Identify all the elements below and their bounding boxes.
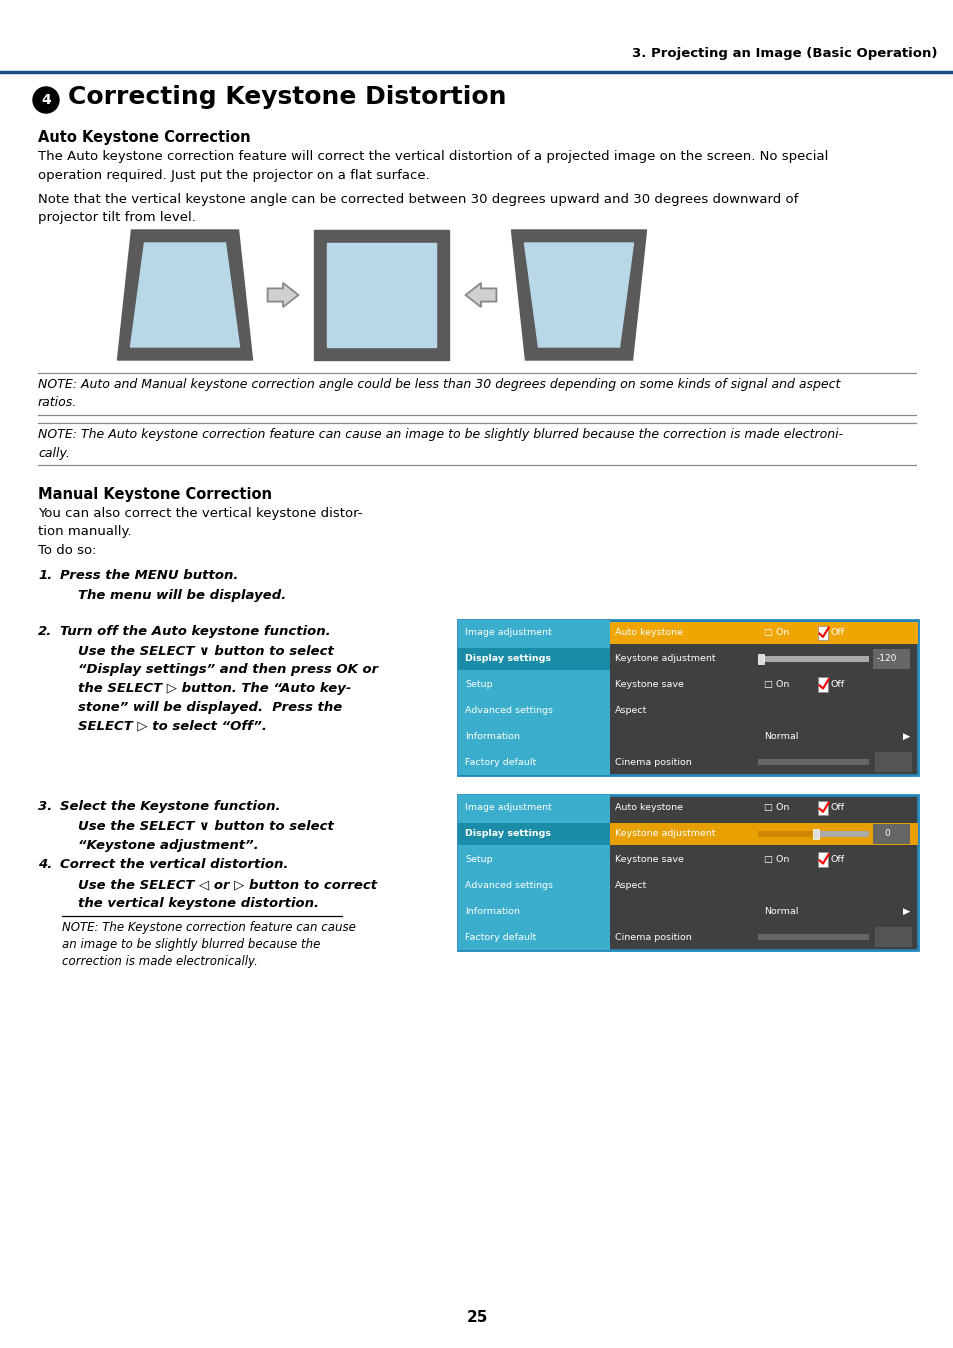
Text: ▶: ▶ — [902, 907, 909, 915]
FancyBboxPatch shape — [818, 625, 827, 640]
Text: Turn off the Auto keystone function.: Turn off the Auto keystone function. — [60, 625, 331, 638]
FancyBboxPatch shape — [609, 822, 917, 845]
Text: Off: Off — [829, 628, 843, 638]
Text: Display settings: Display settings — [464, 829, 551, 838]
Text: The menu will be displayed.: The menu will be displayed. — [78, 589, 286, 603]
Text: Image adjustment: Image adjustment — [464, 803, 551, 813]
Text: NOTE: Auto and Manual keystone correction angle could be less than 30 degrees de: NOTE: Auto and Manual keystone correctio… — [38, 377, 840, 410]
FancyBboxPatch shape — [609, 621, 917, 644]
Text: Aspect: Aspect — [615, 880, 647, 890]
FancyBboxPatch shape — [757, 934, 868, 940]
Text: 4: 4 — [41, 93, 51, 106]
Text: Information: Information — [464, 907, 519, 915]
Text: Keystone save: Keystone save — [615, 681, 683, 689]
Polygon shape — [117, 231, 253, 360]
Text: Auto keystone: Auto keystone — [615, 628, 682, 638]
Text: ▶: ▶ — [902, 732, 909, 741]
FancyBboxPatch shape — [812, 829, 819, 838]
FancyBboxPatch shape — [818, 678, 827, 692]
FancyBboxPatch shape — [757, 654, 763, 663]
FancyBboxPatch shape — [457, 620, 609, 775]
Text: Normal: Normal — [763, 907, 798, 915]
Polygon shape — [524, 243, 633, 346]
Text: 1.: 1. — [38, 569, 52, 582]
Text: Correcting Keystone Distortion: Correcting Keystone Distortion — [68, 85, 506, 109]
Text: NOTE: The Auto keystone correction feature can cause an image to be slightly blu: NOTE: The Auto keystone correction featu… — [38, 429, 842, 460]
Text: Use the SELECT ◁ or ▷ button to correct
the vertical keystone distortion.: Use the SELECT ◁ or ▷ button to correct … — [78, 878, 376, 910]
Text: -120: -120 — [876, 654, 897, 663]
Text: Use the SELECT ∨ button to select
“Display settings” and then press OK or
the SE: Use the SELECT ∨ button to select “Displ… — [78, 644, 377, 732]
FancyBboxPatch shape — [874, 752, 911, 772]
FancyBboxPatch shape — [457, 822, 609, 845]
Text: 3. Projecting an Image (Basic Operation): 3. Projecting an Image (Basic Operation) — [632, 47, 937, 61]
Text: Auto keystone: Auto keystone — [615, 803, 682, 813]
Text: Image adjustment: Image adjustment — [464, 628, 551, 638]
Text: The Auto keystone correction feature will correct the vertical distortion of a p: The Auto keystone correction feature wil… — [38, 150, 827, 182]
FancyBboxPatch shape — [818, 852, 827, 867]
FancyBboxPatch shape — [757, 830, 868, 837]
Text: Aspect: Aspect — [615, 706, 647, 714]
FancyBboxPatch shape — [757, 655, 868, 662]
Polygon shape — [131, 243, 239, 346]
Text: □ On: □ On — [763, 628, 788, 638]
Text: Use the SELECT ∨ button to select
“Keystone adjustment”.: Use the SELECT ∨ button to select “Keyst… — [78, 820, 334, 852]
Text: 0: 0 — [883, 829, 889, 838]
Text: Factory default: Factory default — [464, 933, 536, 942]
Text: Advanced settings: Advanced settings — [464, 706, 553, 714]
Text: Press the MENU button.: Press the MENU button. — [60, 569, 238, 582]
Text: □ On: □ On — [763, 855, 788, 864]
FancyBboxPatch shape — [872, 648, 909, 669]
FancyBboxPatch shape — [457, 620, 917, 775]
Text: 3.: 3. — [38, 799, 52, 813]
Text: Correct the vertical distortion.: Correct the vertical distortion. — [60, 857, 288, 871]
Text: Select the Keystone function.: Select the Keystone function. — [60, 799, 280, 813]
Text: Keystone save: Keystone save — [615, 855, 683, 864]
FancyBboxPatch shape — [457, 795, 917, 950]
Polygon shape — [314, 231, 449, 360]
Circle shape — [33, 88, 59, 113]
Polygon shape — [465, 283, 496, 307]
Text: NOTE: The Keystone correction feature can cause
an image to be slightly blurred : NOTE: The Keystone correction feature ca… — [62, 921, 355, 968]
Polygon shape — [511, 231, 646, 360]
Text: Setup: Setup — [464, 855, 492, 864]
FancyBboxPatch shape — [757, 830, 818, 837]
Text: Auto Keystone Correction: Auto Keystone Correction — [38, 129, 251, 146]
Text: Normal: Normal — [763, 732, 798, 741]
Text: Manual Keystone Correction: Manual Keystone Correction — [38, 487, 272, 501]
Text: Off: Off — [829, 855, 843, 864]
Text: Display settings: Display settings — [464, 654, 551, 663]
Text: 4.: 4. — [38, 857, 52, 871]
FancyBboxPatch shape — [818, 801, 827, 816]
Text: Cinema position: Cinema position — [615, 758, 691, 767]
Text: Keystone adjustment: Keystone adjustment — [615, 829, 715, 838]
FancyBboxPatch shape — [874, 927, 911, 946]
Text: Off: Off — [829, 803, 843, 813]
Text: You can also correct the vertical keystone distor-
tion manually.
To do so:: You can also correct the vertical keysto… — [38, 507, 362, 557]
Text: Factory default: Factory default — [464, 758, 536, 767]
Polygon shape — [268, 283, 298, 307]
Text: □ On: □ On — [763, 681, 788, 689]
FancyBboxPatch shape — [872, 824, 909, 844]
Text: Advanced settings: Advanced settings — [464, 880, 553, 890]
FancyBboxPatch shape — [457, 648, 609, 670]
Text: Cinema position: Cinema position — [615, 933, 691, 942]
Text: Setup: Setup — [464, 681, 492, 689]
Text: 2.: 2. — [38, 625, 52, 638]
Text: 25: 25 — [466, 1310, 487, 1325]
Text: Off: Off — [829, 681, 843, 689]
Text: □ On: □ On — [763, 803, 788, 813]
Text: Note that the vertical keystone angle can be corrected between 30 degrees upward: Note that the vertical keystone angle ca… — [38, 193, 798, 225]
Text: Information: Information — [464, 732, 519, 741]
FancyBboxPatch shape — [457, 795, 609, 950]
Text: Keystone adjustment: Keystone adjustment — [615, 654, 715, 663]
FancyBboxPatch shape — [757, 759, 868, 766]
Polygon shape — [327, 243, 436, 346]
